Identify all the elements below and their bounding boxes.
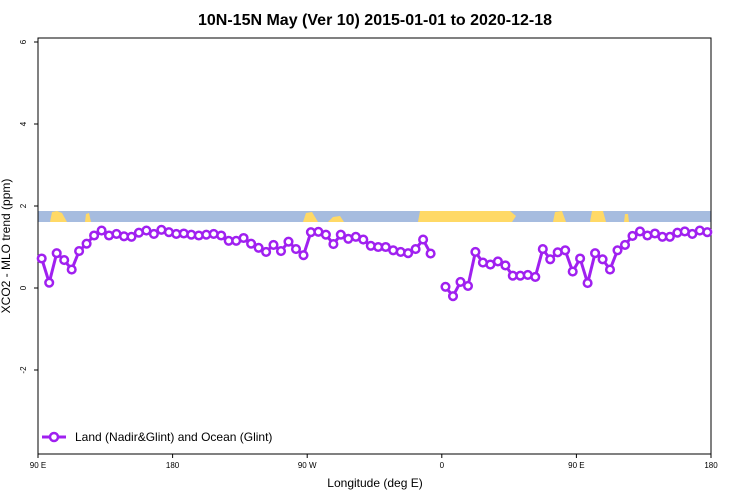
data-point — [59, 255, 70, 266]
data-point — [44, 277, 55, 288]
data-point — [492, 256, 503, 267]
data-point — [447, 291, 459, 302]
data-point — [612, 245, 623, 256]
data-point — [358, 234, 369, 245]
data-point — [567, 266, 578, 277]
y-tick-label: 0 — [19, 285, 28, 290]
chart-title: 10N-15N May (Ver 10) 2015-01-01 to 2020-… — [198, 12, 552, 29]
data-point — [335, 229, 346, 240]
data-point — [403, 248, 414, 259]
x-tick-label: 0 — [440, 461, 445, 470]
land-patch-africa — [418, 211, 516, 222]
x-tick-label: 90 E — [568, 461, 584, 470]
series-layer — [36, 224, 713, 302]
data-point — [440, 281, 451, 292]
data-point — [66, 264, 77, 275]
data-point — [246, 238, 257, 249]
data-point — [216, 230, 227, 241]
x-axis: 90 E 180 90 W 0 90 E 180 — [30, 454, 718, 470]
x-tick-label: 180 — [166, 461, 180, 470]
legend: Land (Nadir&Glint) and Ocean (Glint) — [42, 430, 272, 444]
data-point — [664, 231, 675, 242]
data-point — [470, 246, 481, 257]
data-point — [298, 250, 309, 261]
data-point — [320, 229, 331, 240]
data-point — [582, 278, 593, 289]
data-point — [238, 232, 249, 244]
data-point — [410, 244, 421, 255]
y-axis: -2 0 2 4 6 — [19, 39, 38, 374]
data-point — [268, 239, 279, 250]
y-tick-label: 2 — [19, 203, 28, 208]
land-patches — [50, 211, 629, 222]
y-tick-label: 4 — [19, 121, 28, 126]
data-point — [530, 271, 541, 282]
data-point — [126, 231, 137, 242]
data-point — [560, 245, 571, 256]
data-point — [425, 248, 436, 259]
data-point — [597, 254, 608, 265]
land-ocean-band — [38, 211, 711, 222]
data-point — [545, 254, 556, 265]
data-point — [537, 244, 548, 255]
data-point — [462, 280, 474, 291]
data-point — [575, 253, 586, 264]
land-patch-island — [85, 213, 91, 222]
data-point — [702, 227, 713, 238]
data-point — [283, 236, 294, 247]
land-patch-asia — [50, 211, 67, 222]
y-tick-label: -2 — [19, 366, 28, 374]
x-tick-label: 90 E — [30, 461, 46, 470]
data-point — [290, 244, 302, 255]
data-point — [590, 248, 601, 259]
plot-frame — [37, 37, 712, 455]
data-point — [604, 264, 616, 275]
data-point — [634, 226, 646, 237]
data-point — [627, 230, 638, 241]
data-point — [275, 246, 287, 257]
x-axis-label: Longitude (deg E) — [327, 476, 422, 490]
land-patch-india — [553, 211, 566, 222]
data-point — [36, 253, 47, 264]
data-point — [619, 239, 631, 250]
data-point — [81, 238, 92, 249]
x-tick-label: 90 W — [298, 461, 317, 470]
data-point — [89, 230, 100, 241]
y-axis-label: XCO2 - MLO trend (ppm) — [0, 179, 13, 314]
data-point — [418, 234, 429, 245]
data-point — [328, 239, 339, 250]
land-patch-philippines — [624, 214, 629, 222]
x-tick-label: 180 — [704, 461, 718, 470]
ocean-band — [38, 211, 711, 222]
legend-label: Land (Nadir&Glint) and Ocean (Glint) — [75, 430, 272, 444]
data-point — [500, 260, 511, 271]
y-tick-label: 6 — [19, 39, 28, 44]
land-patch-central-america — [303, 212, 318, 222]
data-point — [253, 242, 264, 253]
land-patch-caribbean — [328, 216, 344, 222]
data-point — [51, 248, 62, 259]
data-point — [455, 276, 466, 287]
data-point — [148, 228, 159, 239]
data-point — [96, 225, 107, 236]
data-point — [74, 246, 85, 257]
land-patch-indochina — [590, 211, 606, 222]
legend-marker-swatch — [48, 431, 60, 443]
data-point — [261, 246, 272, 257]
